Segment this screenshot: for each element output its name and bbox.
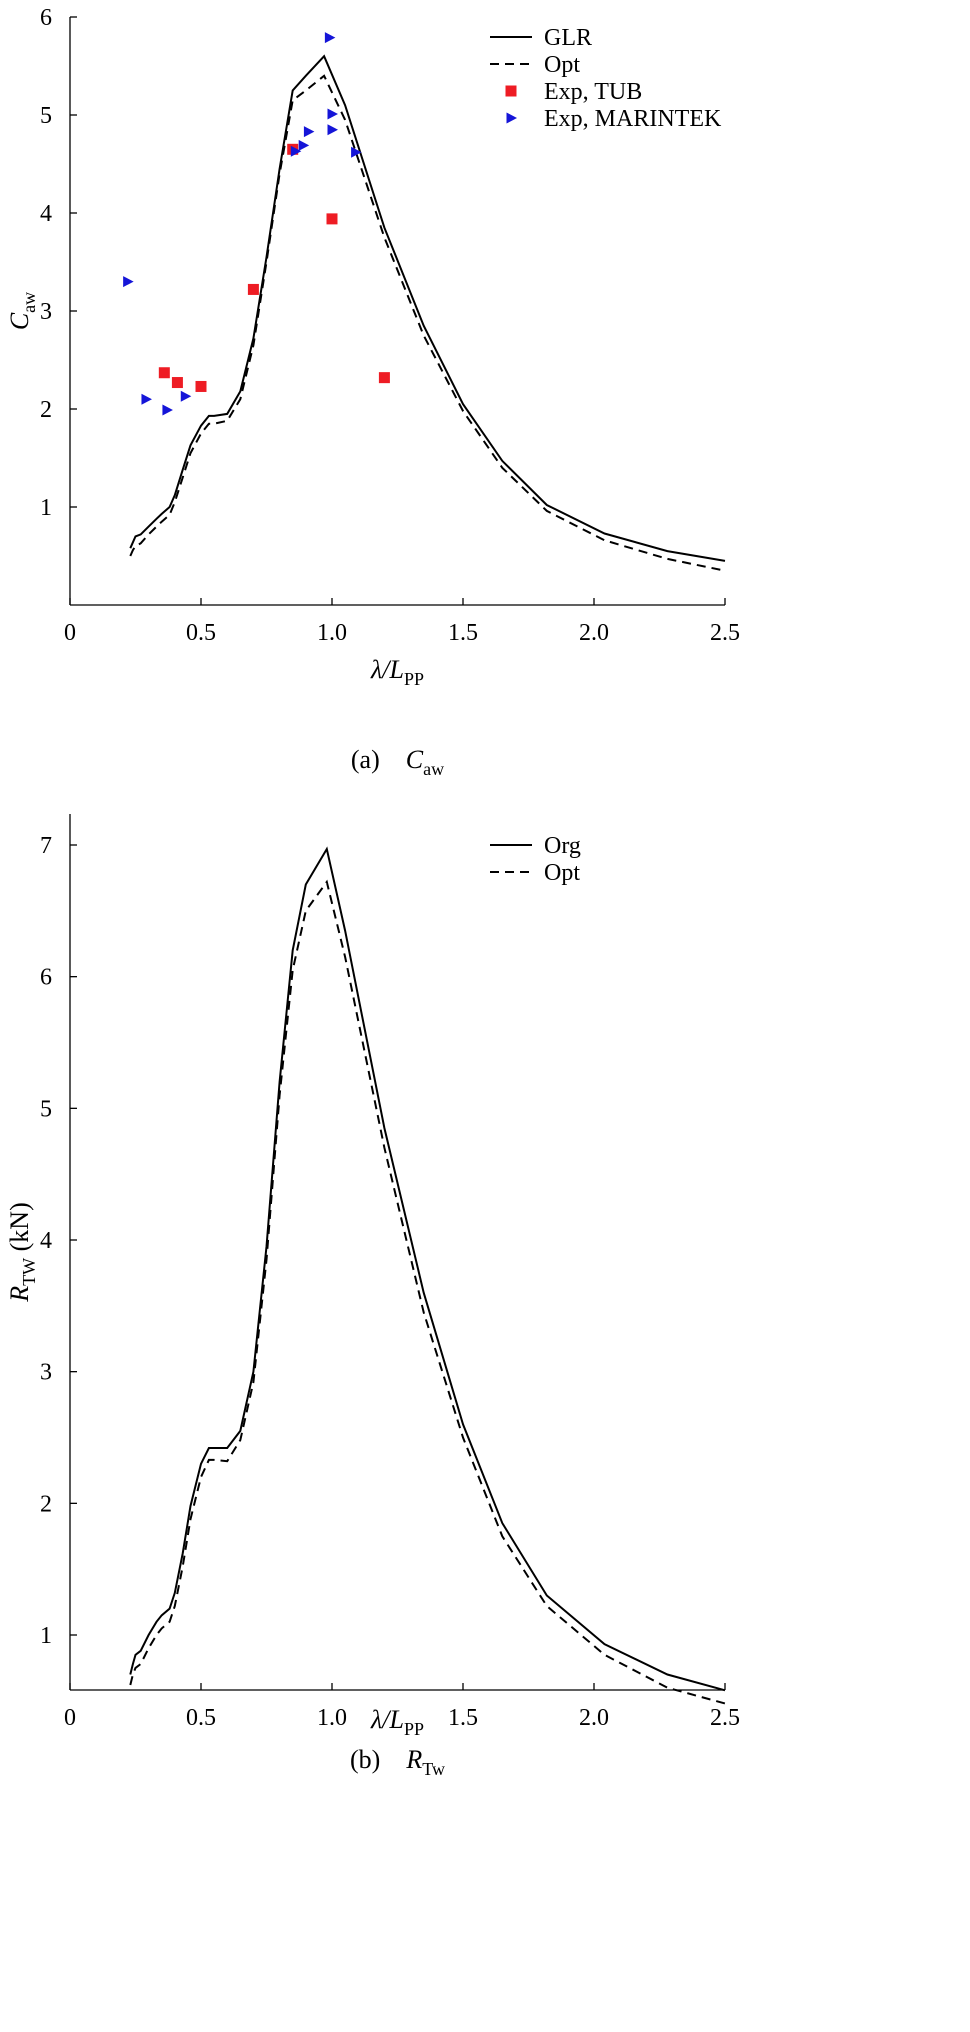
x-tick-label: 2.5 — [710, 620, 740, 646]
legend-label: Exp, MARINTEK — [544, 106, 722, 132]
legend-label: GLR — [544, 25, 592, 51]
data-point-marintek — [141, 393, 152, 405]
y-tick-label: 4 — [40, 1228, 52, 1254]
y-tick-label: 1 — [40, 1623, 52, 1649]
y-tick-label: 3 — [40, 1360, 52, 1386]
y-tick-label: 2 — [40, 397, 52, 423]
x-tick-label: 0.5 — [186, 1705, 216, 1731]
data-point-marintek — [327, 108, 338, 120]
data-point-tub — [378, 372, 390, 384]
x-tick-label: 0 — [64, 620, 76, 646]
series-line-glr — [129, 54, 726, 562]
data-point-marintek — [324, 32, 336, 44]
x-tick-label: 2.0 — [579, 620, 609, 646]
y-tick-label: 3 — [40, 299, 52, 325]
y-tick-label: 6 — [40, 5, 52, 31]
y-axis-label: RTW (kN) — [5, 1202, 39, 1302]
chart-caw: 0 0.5 1.0 1.5 2.0 2.5 1 2 3 4 5 6 λ/LPP Caw (a) Caw GLR… — [5, 5, 740, 779]
data-point-marintek — [303, 126, 315, 138]
x-tick-label: 1.5 — [448, 620, 478, 646]
legend-swatch — [506, 112, 517, 124]
series-line-opt — [129, 879, 726, 1705]
y-tick-label: 1 — [40, 495, 52, 521]
y-tick-label: 2 — [40, 1491, 52, 1517]
x-axis-label: λ/LPP — [370, 655, 424, 689]
y-tick-label: 7 — [40, 833, 52, 859]
y-tick-label: 5 — [40, 1096, 52, 1122]
x-tick-label: 0.5 — [186, 620, 216, 646]
x-tick-label: 1.0 — [317, 620, 347, 646]
data-point-marintek — [298, 139, 310, 151]
data-point-marintek — [162, 404, 173, 416]
data-point-tub — [247, 283, 259, 295]
y-axis-label: Caw — [5, 292, 39, 330]
data-point-marintek — [290, 145, 302, 157]
legend-label: Opt — [544, 52, 580, 78]
legend-label: Org — [544, 833, 581, 859]
x-tick-label: 2.5 — [710, 1705, 740, 1731]
x-tick-label: 0 — [64, 1705, 76, 1731]
data-point-marintek — [180, 390, 192, 402]
figure-caption: (a) Caw — [351, 745, 444, 779]
data-point-tub — [195, 380, 207, 392]
legend-label: Opt — [544, 860, 580, 886]
series-line-org — [129, 846, 726, 1692]
x-tick-label: 1.5 — [448, 1705, 478, 1731]
data-point-tub — [171, 377, 183, 389]
x-tick-label: 1.0 — [317, 1705, 347, 1731]
figure-caption: (b) RTw — [350, 1745, 445, 1779]
data-point-marintek — [123, 276, 134, 288]
legend-swatch — [505, 85, 517, 97]
data-point-marintek — [327, 124, 338, 136]
x-axis-label: λ/LPP — [370, 1705, 424, 1739]
y-tick-label: 6 — [40, 965, 52, 991]
data-point-tub — [158, 367, 170, 379]
chart-rtw: 0 0.5 1.0 1.5 2.0 2.5 1 2 3 4 5 6 7 λ/LPP RTW (kN) (b) … — [5, 814, 740, 1779]
y-tick-label: 4 — [40, 201, 52, 227]
x-tick-label: 2.0 — [579, 1705, 609, 1731]
y-tick-label: 5 — [40, 103, 52, 129]
data-point-tub — [326, 213, 338, 225]
series-line-opt — [129, 74, 726, 572]
legend-label: Exp, TUB — [544, 79, 642, 105]
data-point-marintek — [351, 146, 362, 158]
